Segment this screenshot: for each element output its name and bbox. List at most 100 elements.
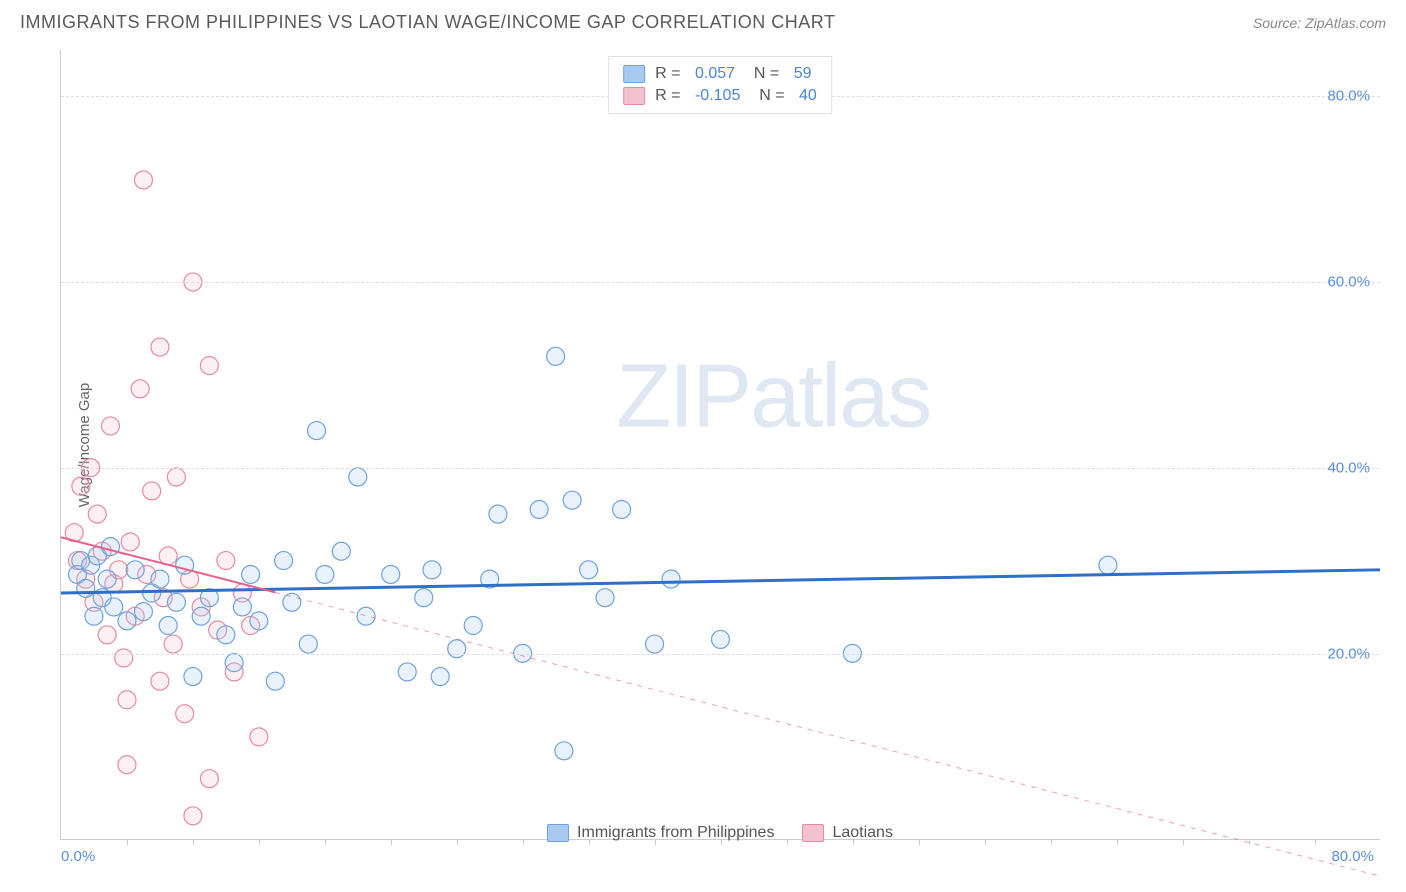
x-tick [1315,839,1316,845]
scatter-point-philippines [555,742,573,760]
r-label: R = [655,65,685,83]
scatter-point-laotians [164,635,182,653]
scatter-point-philippines [126,561,144,579]
scatter-point-philippines [192,607,210,625]
scatter-point-laotians [151,338,169,356]
source-attribution: Source: ZipAtlas.com [1253,15,1386,31]
scatter-point-philippines [159,617,177,635]
scatter-point-philippines [105,598,123,616]
y-tick-label: 20.0% [1327,646,1370,663]
gridline [61,282,1380,283]
r-value: 0.057 [695,65,735,83]
scatter-point-laotians [101,417,119,435]
n-label: N = [750,87,789,105]
x-tick [919,839,920,845]
scatter-point-laotians [167,468,185,486]
swatch-laotians [623,87,645,105]
x-tick [457,839,458,845]
x-tick [391,839,392,845]
scatter-point-laotians [151,672,169,690]
scatter-point-philippines [464,617,482,635]
gridline [61,654,1380,655]
scatter-point-philippines [77,579,95,597]
legend-item-philippines[interactable]: Immigrants from Philippines [547,824,774,842]
scatter-point-laotians [159,547,177,565]
scatter-point-laotians [121,533,139,551]
swatch-philippines [547,824,569,842]
scatter-point-laotians [98,626,116,644]
scatter-point-philippines [167,593,185,611]
plot-svg [61,50,1380,839]
plot-area: ZIPatlas 20.0%40.0%60.0%80.0%0.0%80.0% [60,50,1380,840]
scatter-point-philippines [316,565,334,583]
n-label: N = [745,65,784,83]
scatter-point-laotians [200,357,218,375]
x-tick [325,839,326,845]
x-tick [259,839,260,845]
scatter-point-philippines [398,663,416,681]
scatter-point-philippines [151,570,169,588]
x-tick-label: 80.0% [1331,848,1374,865]
stats-row-philippines: R = 0.057 N = 59 [623,63,817,85]
scatter-point-philippines [266,672,284,690]
x-tick [523,839,524,845]
scatter-point-philippines [118,612,136,630]
scatter-point-philippines [98,570,116,588]
y-tick-label: 80.0% [1327,88,1370,105]
n-value: 40 [799,87,817,105]
scatter-point-philippines [357,607,375,625]
scatter-point-philippines [217,626,235,644]
correlation-stats-box: R = 0.057 N = 59R = -0.105 N = 40 [608,56,832,114]
scatter-point-philippines [225,654,243,672]
scatter-point-philippines [283,593,301,611]
scatter-point-philippines [431,668,449,686]
stats-row-laotians: R = -0.105 N = 40 [623,85,817,107]
y-tick-label: 40.0% [1327,460,1370,477]
scatter-point-laotians [200,770,218,788]
scatter-point-philippines [1099,556,1117,574]
y-tick-label: 60.0% [1327,274,1370,291]
scatter-point-philippines [299,635,317,653]
x-tick [1051,839,1052,845]
scatter-point-laotians [131,380,149,398]
scatter-point-philippines [415,589,433,607]
scatter-point-philippines [547,347,565,365]
scatter-point-laotians [250,728,268,746]
n-value: 59 [794,65,812,83]
x-tick [1249,839,1250,845]
scatter-point-laotians [72,477,90,495]
scatter-point-laotians [143,482,161,500]
scatter-point-philippines [332,542,350,560]
scatter-point-philippines [101,538,119,556]
scatter-point-philippines [134,603,152,621]
scatter-point-laotians [176,705,194,723]
swatch-laotians [802,824,824,842]
scatter-point-philippines [712,630,730,648]
scatter-point-philippines [250,612,268,630]
x-tick [193,839,194,845]
scatter-point-philippines [530,500,548,518]
x-tick [1183,839,1184,845]
legend-item-laotians[interactable]: Laotians [802,824,893,842]
scatter-point-laotians [88,505,106,523]
scatter-point-philippines [233,598,251,616]
scatter-point-philippines [382,565,400,583]
scatter-point-philippines [423,561,441,579]
x-tick [127,839,128,845]
scatter-point-philippines [580,561,598,579]
x-tick [985,839,986,845]
x-tick-label: 0.0% [61,848,95,865]
scatter-point-laotians [217,552,235,570]
x-tick [787,839,788,845]
scatter-point-philippines [184,668,202,686]
legend-label: Immigrants from Philippines [577,824,774,842]
scatter-point-philippines [242,565,260,583]
scatter-point-philippines [349,468,367,486]
scatter-point-laotians [118,691,136,709]
scatter-point-philippines [85,607,103,625]
scatter-point-philippines [489,505,507,523]
scatter-point-philippines [596,589,614,607]
scatter-point-philippines [613,500,631,518]
gridline [61,468,1380,469]
scatter-point-laotians [184,807,202,825]
